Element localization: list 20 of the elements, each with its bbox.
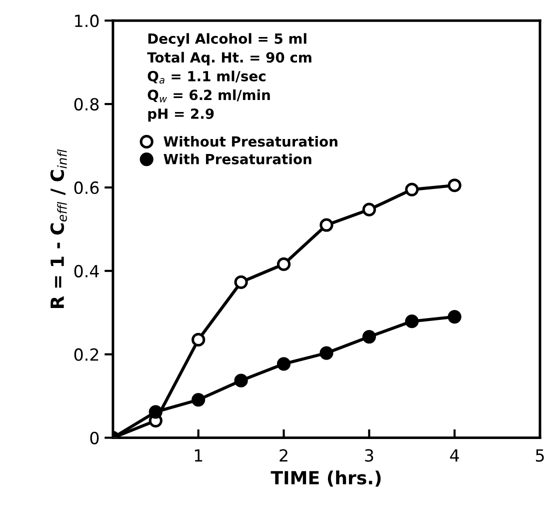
- y-tick-label: 0.6: [74, 181, 99, 194]
- y-tick-label: 0: [90, 432, 99, 444]
- y-tick-label: 0.2: [74, 348, 98, 361]
- annotation: Q$_{a}$ = 1.1 ml/sec: [148, 70, 266, 84]
- x-tick-label: 4: [450, 449, 459, 462]
- y-tick-label: 1.0: [75, 14, 99, 28]
- legend-label: With Presaturation: [164, 154, 312, 164]
- x-tick-label: 1: [194, 449, 202, 462]
- x-tick-label: 5: [536, 449, 544, 462]
- y-axis-title: R = 1 - C$_{effl}$ / C$_{infl}$: [50, 149, 67, 308]
- y-tick-label: 0.4: [74, 264, 99, 278]
- legend-label: Without Presaturation: [164, 136, 338, 147]
- x-axis-title: TIME (hrs.): [270, 470, 381, 487]
- annotation: Decyl Alcohol = 5 ml: [148, 33, 306, 47]
- x-tick-label: 2: [280, 449, 288, 462]
- x-tick-label: 3: [365, 449, 374, 462]
- annotation: Q$_{w}$ = 6.2 ml/min: [148, 89, 270, 102]
- annotation: pH = 2.9: [148, 108, 214, 122]
- annotation: Total Aq. Ht. = 90 cm: [147, 52, 312, 66]
- y-tick-label: 0.8: [74, 98, 99, 111]
